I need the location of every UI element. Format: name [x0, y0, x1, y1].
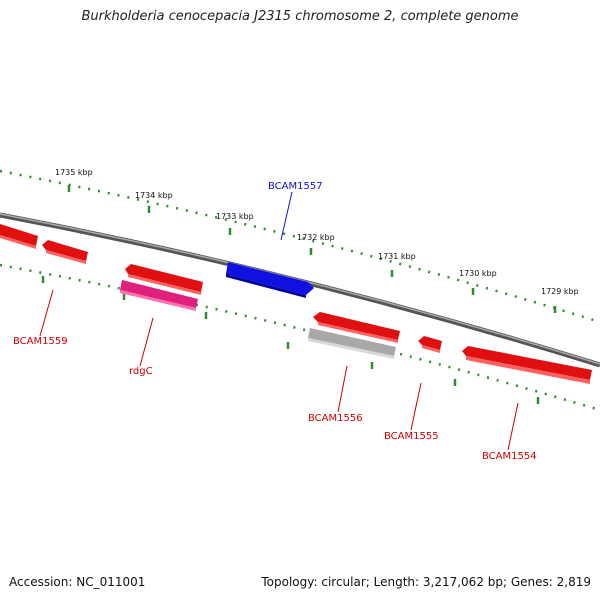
- gene-arrow-shadow: [120, 290, 196, 311]
- gene-arrow-shadow: [128, 274, 201, 295]
- major-ticks-outer: [67, 185, 557, 313]
- gene-bcam1554[interactable]: [462, 346, 592, 384]
- gene-bcam1556-pseudo[interactable]: [308, 328, 396, 359]
- gene-upstream-rdgc[interactable]: [125, 264, 203, 295]
- gene-bcam1559-b[interactable]: [42, 240, 88, 264]
- gene-arrow-shadow: [318, 322, 398, 343]
- gene-label-bcam1554[interactable]: BCAM1554: [482, 451, 537, 462]
- kbp-labels: 1735 kbp 1734 kbp 1733 kbp 1732 kbp 1731…: [55, 168, 579, 296]
- gene-rdgc[interactable]: [120, 280, 198, 311]
- gene-arrow-shadow: [0, 235, 36, 249]
- gene-label-bcam1559[interactable]: BCAM1559: [13, 336, 68, 347]
- gene-bcam1557[interactable]: [226, 262, 314, 298]
- genome-summary-text: Topology: circular; Length: 3,217,062 bp…: [261, 575, 591, 589]
- gene-arrow[interactable]: [125, 264, 203, 292]
- kbp-label: 1731 kbp: [378, 252, 416, 261]
- gene-arrow[interactable]: [42, 240, 88, 261]
- gene-arrow-shadow: [46, 250, 86, 264]
- gene-arrow-shadow: [308, 338, 394, 359]
- gene-bcam1555[interactable]: [418, 336, 442, 353]
- outer-dotted-scale: [0, 169, 600, 324]
- kbp-label: 1732 kbp: [297, 233, 335, 242]
- kbp-label: 1730 kbp: [459, 269, 497, 278]
- leader-bcam1559: [39, 289, 54, 337]
- leader-bcam1556: [337, 365, 348, 413]
- label-leaders: [39, 191, 519, 451]
- leader-bcam1555: [410, 382, 422, 431]
- gene-arrow-shadow: [422, 345, 440, 353]
- gene-label-bcam1555[interactable]: BCAM1555: [384, 431, 439, 442]
- gene-label-rdgc[interactable]: rdgC: [129, 366, 153, 377]
- gene-label-bcam1556[interactable]: BCAM1556: [308, 413, 363, 424]
- gene-arrow[interactable]: [0, 224, 38, 246]
- inner-dotted-scale: [0, 263, 600, 412]
- kbp-label: 1734 kbp: [135, 191, 173, 200]
- gene-bcam1556[interactable]: [313, 312, 400, 343]
- gene-bcam1559-a[interactable]: [0, 224, 38, 249]
- kbp-label: 1733 kbp: [216, 212, 254, 221]
- gene-label-bcam1557[interactable]: BCAM1557: [268, 181, 323, 192]
- gene-arrow[interactable]: [226, 262, 314, 295]
- gene-labels: BCAM1557 BCAM1559 rdgC BCAM1556 BCAM1555…: [13, 181, 537, 462]
- inner-tick-track: [0, 263, 600, 412]
- accession-text: Accession: NC_011001: [9, 575, 146, 589]
- leader-rdgc: [139, 317, 154, 367]
- leader-bcam1557: [280, 191, 293, 241]
- major-ticks-inner: [41, 276, 540, 404]
- gene-arrow-shadow: [466, 356, 590, 384]
- kbp-label: 1729 kbp: [541, 287, 579, 296]
- gene-arrow[interactable]: [120, 280, 198, 308]
- gene-arrow[interactable]: [308, 328, 396, 356]
- gene-arrow[interactable]: [418, 336, 442, 350]
- leader-bcam1554: [507, 402, 519, 451]
- gene-arrow-shadow: [226, 274, 306, 298]
- gene-arrow[interactable]: [313, 312, 400, 340]
- gene-arrow[interactable]: [462, 346, 592, 380]
- figure-title: Burkholderia cenocepacia J2315 chromosom…: [81, 9, 519, 24]
- outer-tick-track: [0, 169, 600, 324]
- kbp-label: 1735 kbp: [55, 168, 93, 177]
